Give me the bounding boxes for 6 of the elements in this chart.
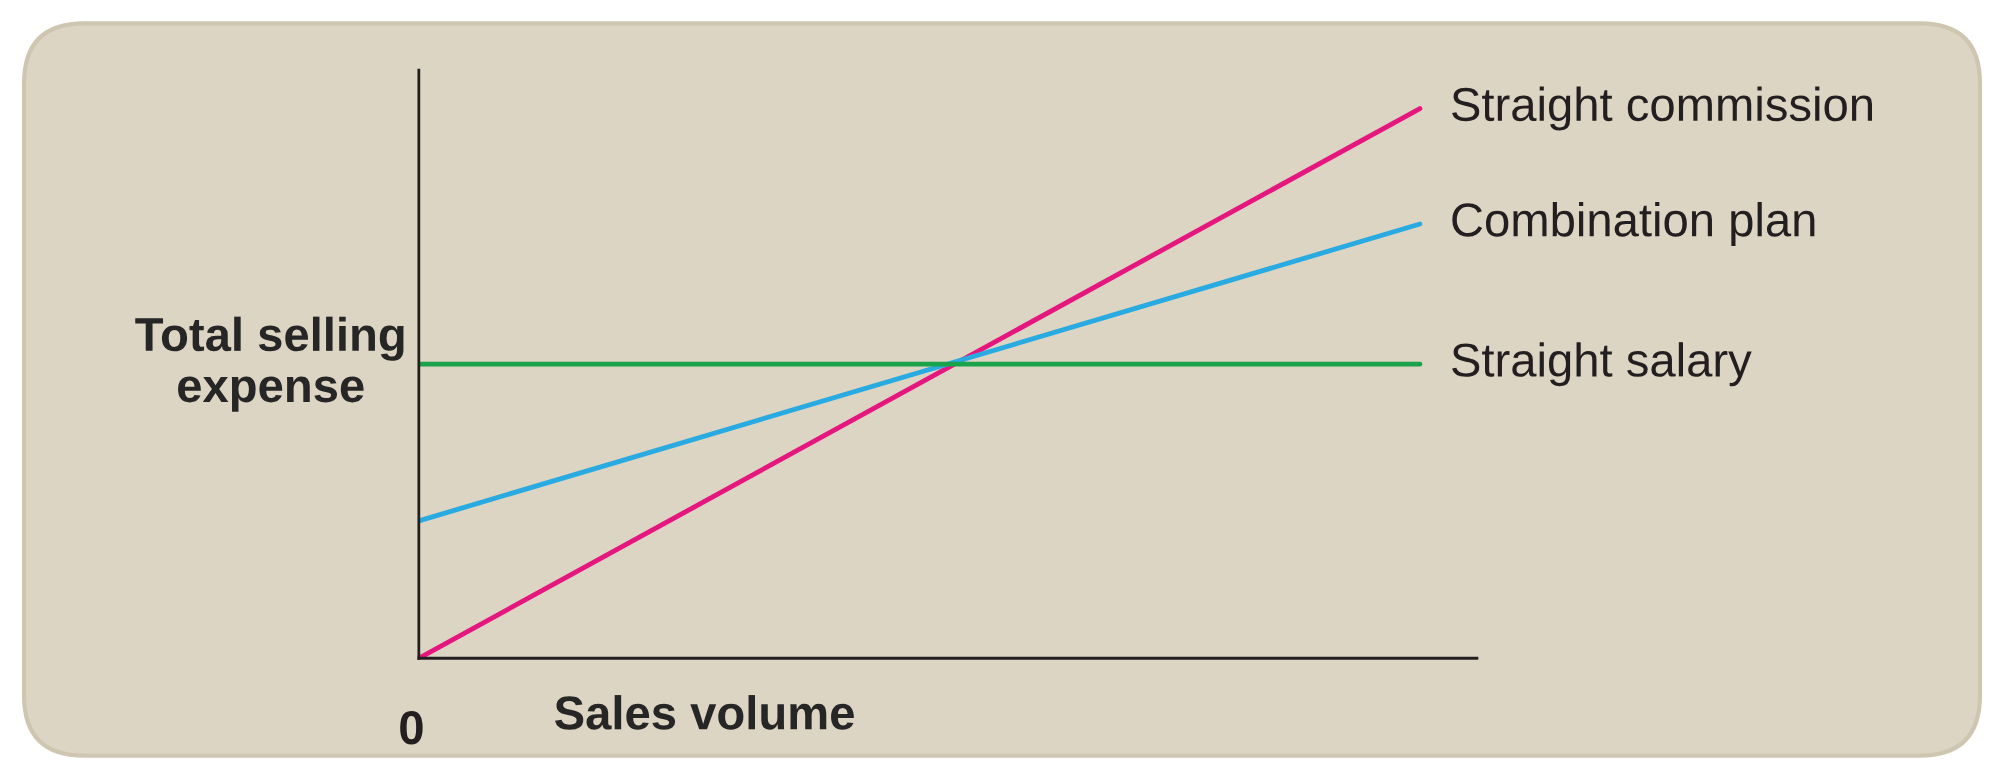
series-label: Straight salary	[1452, 342, 1752, 387]
series-label: Straight commission	[1452, 86, 1872, 131]
text: 0	[400, 711, 423, 745]
series-label: Combination plan	[1452, 202, 1815, 247]
x-axis-title: Sales volume	[554, 695, 854, 730]
y-axis-title: Total selling expense	[135, 316, 404, 412]
